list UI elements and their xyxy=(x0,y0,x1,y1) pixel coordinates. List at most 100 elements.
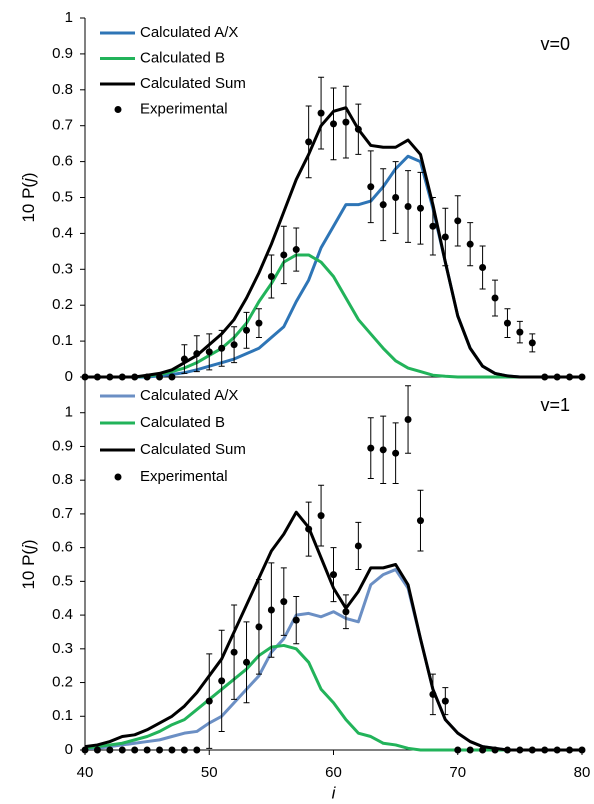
data-point xyxy=(180,746,188,754)
y-tick-label: 0.8 xyxy=(52,81,73,98)
data-point xyxy=(156,373,164,381)
data-point xyxy=(193,746,201,754)
data-point xyxy=(143,373,151,381)
legend-label: Calculated Sum xyxy=(140,75,246,92)
data-point xyxy=(93,373,101,381)
data-point xyxy=(305,525,313,533)
data-point xyxy=(156,746,164,754)
data-point xyxy=(528,746,536,754)
y-tick-label: 0.3 xyxy=(52,640,73,657)
data-point xyxy=(305,138,313,146)
data-point xyxy=(317,512,325,520)
data-point xyxy=(267,272,275,280)
y-tick-label: 0.5 xyxy=(52,572,73,589)
data-point xyxy=(230,648,238,656)
data-point xyxy=(243,658,251,666)
y-tick-label: 0.1 xyxy=(52,332,73,349)
panel-label: v=0 xyxy=(540,34,570,54)
y-tick-label: 0 xyxy=(65,368,73,385)
data-point xyxy=(143,746,151,754)
y-tick-label: 0.9 xyxy=(52,45,73,62)
x-tick-label: 40 xyxy=(77,764,94,781)
data-point xyxy=(454,746,462,754)
legend-marker xyxy=(114,106,122,113)
data-point xyxy=(416,204,424,212)
x-tick-label: 50 xyxy=(201,764,218,781)
y-tick-label: 0.4 xyxy=(52,224,73,241)
legend-label: Experimental xyxy=(140,100,228,117)
data-point xyxy=(342,608,350,616)
y-tick-label: 0.2 xyxy=(52,296,73,313)
data-point xyxy=(205,697,213,705)
data-point xyxy=(491,294,499,302)
data-point xyxy=(81,373,89,381)
data-point xyxy=(516,746,524,754)
y-tick-label: 0.9 xyxy=(52,437,73,454)
data-point xyxy=(354,542,362,550)
y-tick-label: 0.2 xyxy=(52,674,73,691)
y-axis-label-part: 10 P( xyxy=(19,182,38,223)
data-point xyxy=(280,598,288,606)
x-tick-label: 60 xyxy=(325,764,342,781)
legend-label: Calculated A/X xyxy=(140,24,238,41)
data-point xyxy=(131,373,139,381)
data-point xyxy=(180,355,188,363)
data-point xyxy=(404,202,412,210)
y-tick-label: 0 xyxy=(65,741,73,758)
y-tick-label: 1 xyxy=(65,404,73,421)
data-point xyxy=(218,344,226,352)
data-point xyxy=(93,746,101,754)
data-point xyxy=(330,571,337,579)
data-point xyxy=(379,201,387,209)
y-axis-label: 10 P(j) xyxy=(19,539,38,589)
data-point xyxy=(553,746,561,754)
data-point xyxy=(404,415,412,423)
y-tick-label: 0.7 xyxy=(52,117,73,134)
data-point xyxy=(392,449,400,457)
data-point xyxy=(528,339,536,347)
data-point xyxy=(553,373,561,381)
data-point xyxy=(230,341,238,349)
data-point xyxy=(243,326,251,334)
data-point xyxy=(218,677,226,685)
data-point xyxy=(193,350,201,358)
data-point xyxy=(367,183,375,191)
data-point xyxy=(541,373,549,381)
data-point xyxy=(168,373,176,381)
data-point xyxy=(491,746,499,754)
x-tick-label: 70 xyxy=(449,764,466,781)
data-point xyxy=(503,746,511,754)
series-line xyxy=(85,154,582,379)
data-point xyxy=(578,746,586,754)
data-point xyxy=(354,125,362,133)
data-point xyxy=(81,746,89,754)
series-line xyxy=(84,643,582,752)
data-point xyxy=(429,222,437,230)
y-tick-label: 0.1 xyxy=(52,707,73,724)
legend-label: Calculated B xyxy=(140,414,225,431)
y-tick-label: 0.4 xyxy=(52,606,73,623)
x-tick-label: 80 xyxy=(574,764,591,781)
y-tick-label: 0.5 xyxy=(52,188,73,205)
data-point xyxy=(441,697,449,705)
y-axis-label-part: 10 P( xyxy=(19,549,38,590)
data-point xyxy=(255,319,263,327)
data-point xyxy=(479,746,487,754)
data-point xyxy=(566,373,574,381)
data-point xyxy=(292,616,300,624)
data-point xyxy=(131,746,139,754)
y-axis-label-part: ) xyxy=(19,172,38,178)
panel-label: v=1 xyxy=(540,395,570,415)
data-point xyxy=(441,233,449,241)
data-point xyxy=(454,217,462,225)
data-point xyxy=(566,746,574,754)
data-point xyxy=(168,746,176,754)
data-point xyxy=(106,373,114,381)
y-tick-label: 1 xyxy=(65,9,73,26)
y-tick-label: 0.8 xyxy=(52,471,73,488)
data-point xyxy=(541,746,549,754)
data-point xyxy=(466,746,474,754)
data-point xyxy=(479,264,487,272)
legend-label: Calculated B xyxy=(140,49,225,66)
